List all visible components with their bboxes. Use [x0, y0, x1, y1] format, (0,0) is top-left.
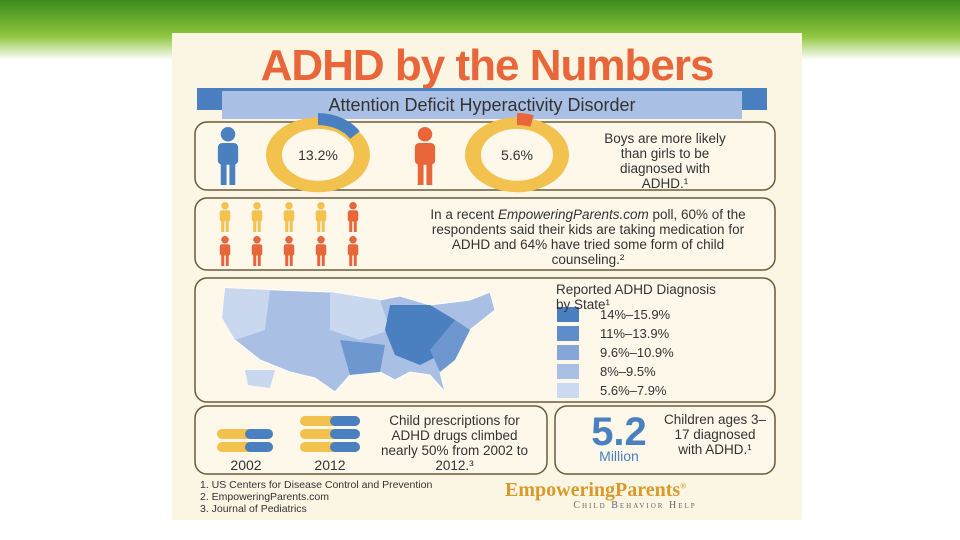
poll-text: In a recent EmpoweringParents.com poll, … — [418, 207, 758, 267]
boys-percent: 13.2% — [298, 147, 338, 163]
year: 2002 — [230, 457, 262, 473]
logo-tagline: Child Behavior Help — [573, 500, 697, 511]
legend-item: 9.6%–10.9% — [600, 345, 674, 360]
prescriptions-text: Child prescriptions for ADHD drugs climb… — [380, 413, 529, 474]
girls-percent: 5.6% — [501, 147, 533, 163]
legend-swatches — [557, 307, 579, 398]
footnote: 3. Journal of Pediatrics — [200, 503, 307, 515]
title: ADHD by the Numbers — [260, 41, 715, 90]
footnote: 2. EmpoweringParents.com — [200, 491, 329, 503]
gender-note: Boys are more likely than girls to be di… — [604, 131, 726, 192]
logo-mark: ® — [680, 481, 687, 491]
legend-item: 8%–9.5% — [600, 364, 656, 379]
legend-item: 5.6%–7.9% — [600, 383, 667, 398]
poll-after: poll, 60% of the respondents said their … — [431, 207, 746, 268]
children-unit: Million — [599, 448, 639, 464]
subtitle: Attention Deficit Hyperactivity Disorder — [222, 91, 742, 119]
legend-item: 11%–13.9% — [600, 326, 670, 341]
poll-brand: EmpoweringParents.com — [497, 207, 649, 222]
legend-item: 14%–15.9% — [600, 307, 671, 322]
children-value: 5.2 — [591, 410, 647, 454]
year: 2012 — [314, 457, 346, 473]
logo: EmpoweringParents® — [505, 479, 765, 501]
footnote: 1. US Centers for Disease Control and Pr… — [200, 479, 433, 491]
logo-name: EmpoweringParents — [505, 479, 681, 501]
poll-before: In a recent — [430, 207, 498, 222]
legend-title: Reported ADHD Diagnosis by State¹ — [556, 282, 716, 313]
children-text: Children ages 3–17 diagnosed with ADHD.¹ — [663, 412, 767, 458]
